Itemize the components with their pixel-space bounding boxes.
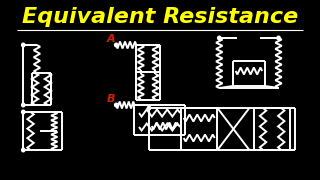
Circle shape	[148, 106, 151, 110]
Text: Equivalent Resistance: Equivalent Resistance	[22, 7, 298, 27]
Circle shape	[22, 43, 25, 47]
Circle shape	[277, 36, 280, 40]
Circle shape	[218, 36, 221, 40]
Circle shape	[115, 43, 118, 47]
Circle shape	[22, 103, 25, 107]
Text: B: B	[107, 94, 116, 104]
Text: A: A	[107, 34, 116, 44]
Circle shape	[22, 110, 25, 114]
Circle shape	[22, 148, 25, 152]
Circle shape	[115, 103, 118, 107]
